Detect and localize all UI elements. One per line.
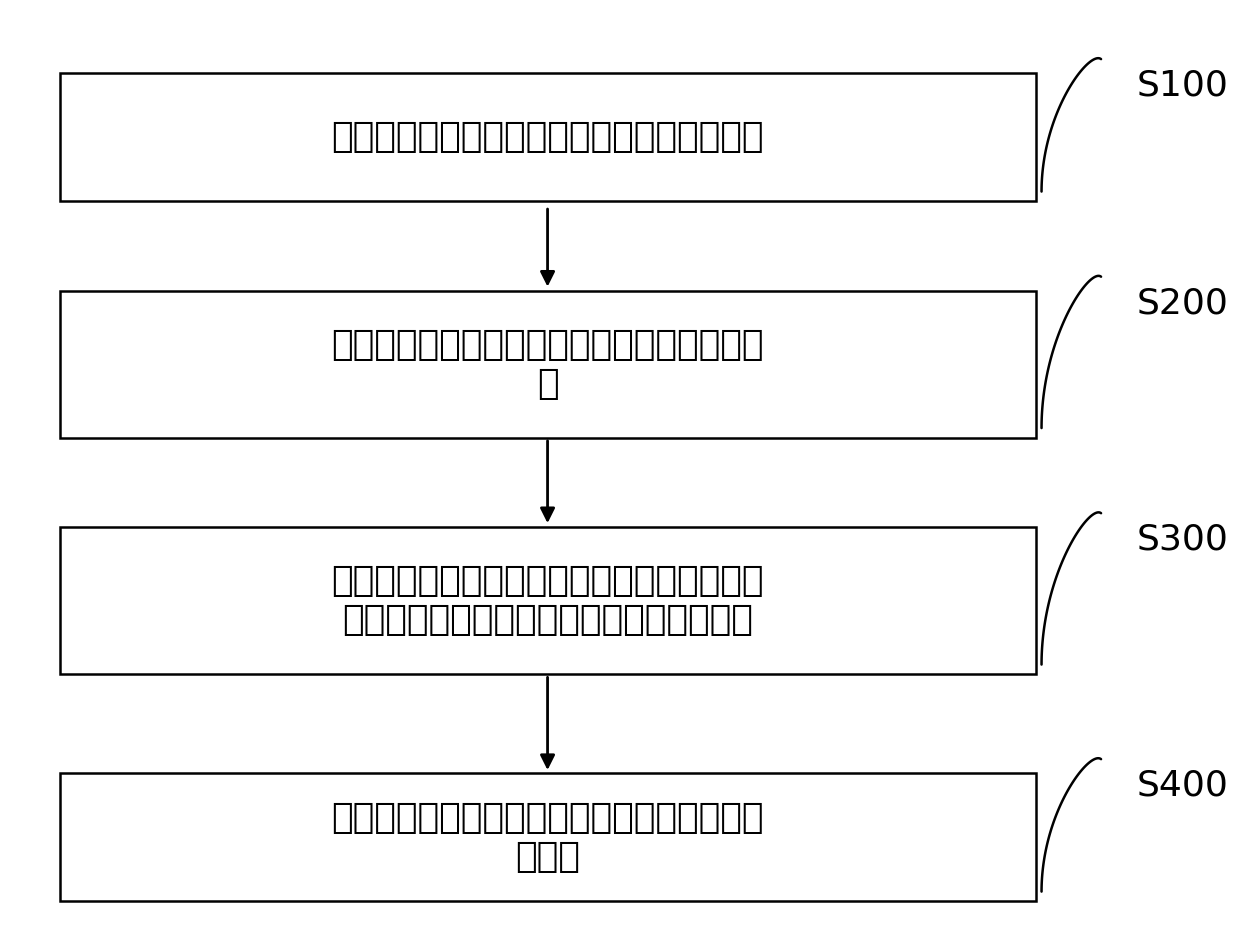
Text: S100: S100 (1136, 69, 1229, 102)
Text: S200: S200 (1136, 287, 1229, 320)
Text: S400: S400 (1136, 768, 1229, 802)
Text: 根据还原电流值，确定待测样品中三磷酸腺苷
的含量: 根据还原电流值，确定待测样品中三磷酸腺苷 的含量 (331, 800, 763, 874)
Text: 对第二预制液施加预定电位，使第二预制液中
的有效组分发生还原反应，得到还原电流值: 对第二预制液施加预定电位，使第二预制液中 的有效组分发生还原反应，得到还原电流值 (331, 564, 763, 638)
Text: 将第一预制液与第二试剂混合，得到第二预制
液: 将第一预制液与第二试剂混合，得到第二预制 液 (331, 327, 763, 401)
FancyBboxPatch shape (59, 74, 1036, 201)
FancyBboxPatch shape (59, 774, 1036, 901)
Text: S300: S300 (1136, 522, 1229, 556)
FancyBboxPatch shape (59, 291, 1036, 437)
Text: 将第一试剂与待测样品混合，得到第一预制液: 将第一试剂与待测样品混合，得到第一预制液 (331, 120, 763, 154)
FancyBboxPatch shape (59, 528, 1036, 674)
